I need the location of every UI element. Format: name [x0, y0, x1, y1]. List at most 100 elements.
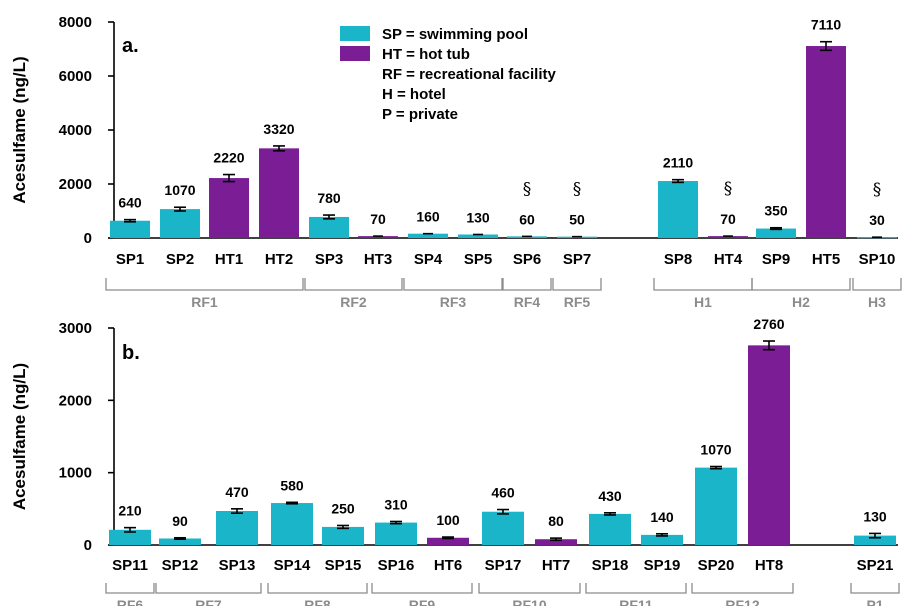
bar: [658, 181, 698, 238]
group-label: RF3: [440, 294, 467, 310]
bar: [109, 529, 151, 545]
data-label: 1070: [700, 442, 731, 458]
data-label: 50: [569, 212, 585, 228]
data-label: 130: [863, 508, 887, 524]
x-tick-label: HT2: [265, 251, 293, 268]
x-tick-label: SP16: [378, 557, 415, 574]
group-label: RF8: [304, 597, 331, 606]
x-tick-label: SP18: [592, 557, 629, 574]
section-marker: §: [724, 179, 733, 199]
data-label: 130: [466, 209, 490, 225]
group-label: P1: [866, 597, 883, 606]
data-label: 780: [317, 190, 341, 206]
x-tick-label: SP10: [859, 251, 896, 268]
group-bracket: [653, 278, 753, 291]
x-tick-label: HT5: [812, 251, 840, 268]
legend-swatch: [340, 46, 370, 61]
data-label: 640: [118, 195, 142, 211]
data-label: 100: [436, 512, 460, 528]
x-tick-label: HT1: [215, 251, 243, 268]
x-tick-label: HT7: [542, 557, 570, 574]
group-label: H1: [694, 294, 712, 310]
x-tick-label: HT4: [714, 251, 743, 268]
section-marker: §: [573, 180, 582, 200]
group-label: RF6: [117, 597, 144, 606]
y-tick-label: 8000: [59, 14, 92, 31]
data-label: 350: [764, 203, 788, 219]
group-label: H2: [792, 294, 810, 310]
bar: [209, 178, 249, 238]
group-label: RF11: [619, 597, 653, 606]
bar: [535, 539, 577, 545]
bar: [358, 236, 398, 238]
x-tick-label: HT8: [755, 557, 783, 574]
panel-label: a.: [122, 35, 139, 57]
bar: [427, 537, 469, 545]
group-bracket: [585, 583, 687, 594]
group-label: RF12: [725, 597, 759, 606]
y-tick-label: 0: [84, 230, 92, 247]
bar: [854, 535, 896, 545]
y-tick-label: 2000: [59, 176, 92, 193]
x-tick-label: SP6: [513, 251, 541, 268]
group-bracket: [105, 583, 155, 594]
data-label: 1070: [164, 182, 195, 198]
x-tick-label: SP15: [325, 557, 362, 574]
bar: [322, 526, 364, 545]
bar: [259, 148, 299, 238]
group-label: H3: [868, 294, 886, 310]
section-marker: §: [873, 180, 882, 200]
x-tick-label: HT3: [364, 251, 392, 268]
data-label: 70: [370, 211, 386, 227]
group-label: RF7: [195, 597, 222, 606]
data-label: 3320: [263, 121, 294, 137]
bar: [309, 216, 349, 238]
data-label: 210: [118, 503, 142, 519]
bar: [756, 228, 796, 238]
bar: [110, 220, 150, 238]
x-tick-label: SP19: [644, 557, 681, 574]
bar: [589, 513, 631, 545]
group-bracket: [478, 583, 581, 594]
data-label: 430: [598, 488, 622, 504]
x-tick-label: SP9: [762, 251, 790, 268]
x-tick-label: SP21: [857, 557, 894, 574]
group-bracket: [751, 278, 851, 291]
data-label: 160: [416, 209, 440, 225]
data-label: 2760: [753, 316, 784, 332]
y-tick-label: 4000: [59, 122, 92, 139]
bar: [159, 538, 201, 545]
x-tick-label: SP8: [664, 251, 692, 268]
bar: [806, 46, 846, 238]
legend-entry: SP = swimming pool: [382, 26, 528, 43]
x-tick-label: SP1: [116, 251, 144, 268]
group-label: RF2: [340, 294, 367, 310]
bar: [271, 503, 313, 545]
y-tick-label: 2000: [59, 392, 92, 409]
panel-a: 0 2000 4000 6000 8000 Acesulfame (ng/L) a. 640 S…: [10, 14, 902, 310]
data-label: 470: [225, 484, 249, 500]
group-bracket: [852, 278, 902, 291]
x-tick-label: SP5: [464, 251, 492, 268]
legend-entry: HT = hot tub: [382, 46, 470, 63]
section-marker: §: [523, 179, 532, 199]
group-label: RF4: [514, 294, 541, 310]
group-bracket: [552, 278, 602, 291]
data-label: 140: [650, 509, 674, 525]
data-label: 80: [548, 513, 564, 529]
bar: [748, 345, 790, 545]
data-label: 70: [720, 211, 736, 227]
x-tick-label: SP4: [414, 251, 443, 268]
x-tick-label: SP12: [162, 557, 199, 574]
data-label: 2110: [663, 155, 694, 171]
x-tick-label: SP13: [219, 557, 256, 574]
bar: [375, 522, 417, 545]
data-label: 250: [331, 500, 355, 516]
y-tick-label: 1000: [59, 465, 92, 482]
y-tick-label: 0: [84, 537, 92, 554]
x-tick-label: SP11: [112, 557, 148, 574]
data-label: 2220: [213, 150, 244, 166]
bar: [408, 233, 448, 238]
group-bracket: [403, 278, 503, 291]
